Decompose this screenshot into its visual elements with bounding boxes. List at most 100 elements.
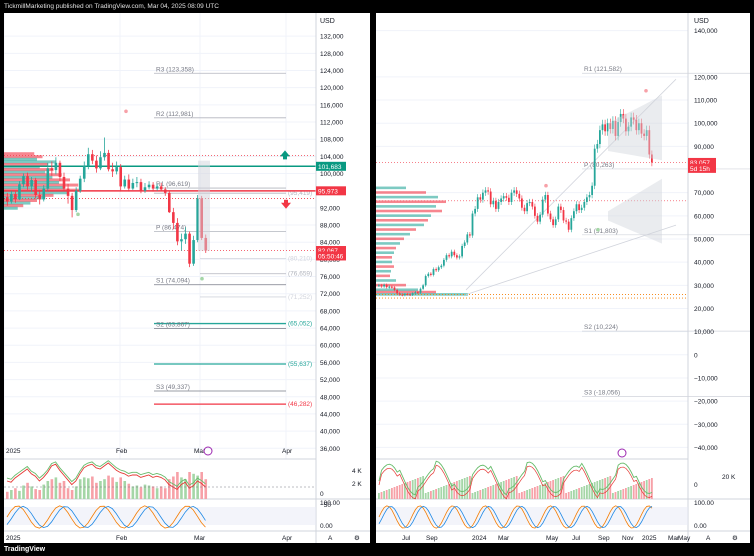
candle-body — [95, 160, 98, 169]
volume-bar — [404, 483, 406, 499]
candle-body — [583, 201, 586, 208]
price-label-box — [316, 161, 346, 171]
tradingview-footer-logo[interactable]: TradingView — [0, 544, 754, 556]
right-chart-svg[interactable]: R2 (149,942)R1 (121,582)P (80,263)S1 (51… — [376, 13, 750, 543]
candle-body — [18, 184, 21, 200]
x-tick-label-bottom: May — [546, 535, 559, 542]
session-break-icon — [203, 446, 213, 456]
session-break-icon — [617, 448, 627, 458]
volume-bar — [391, 488, 393, 499]
channel-upper-line — [465, 78, 677, 291]
candle-body — [630, 117, 632, 127]
volume-bar — [422, 476, 424, 499]
volume-bar — [401, 484, 404, 499]
volume-bar — [617, 491, 619, 499]
volume-profile-bar — [376, 209, 442, 213]
volume-bar — [591, 483, 593, 499]
candle-body — [614, 120, 617, 136]
y-tick-label: 128,000 — [320, 51, 344, 58]
pivot-label: R2 (112,981) — [156, 111, 193, 118]
y-tick-label: −10,000 — [694, 375, 718, 382]
volume-profile-bar — [376, 269, 391, 273]
volume-bar — [606, 477, 609, 499]
x-tick-label-bottom: Sep — [598, 535, 610, 542]
candle-body — [26, 176, 29, 187]
candle-body — [123, 179, 127, 187]
rsi-signal-line — [378, 464, 653, 500]
candle-body — [404, 294, 406, 296]
candle-body — [103, 152, 106, 158]
candle-body — [596, 144, 599, 149]
candle-body — [651, 154, 653, 163]
volume-profile-bar — [376, 195, 438, 199]
volume-profile-bar — [376, 265, 394, 268]
candle-body — [547, 195, 549, 214]
volume-bar — [95, 482, 98, 499]
y-tick-label: 72,000 — [320, 291, 340, 298]
volume-bar — [34, 489, 37, 499]
volume-bar — [22, 485, 25, 499]
candle-body — [66, 188, 70, 196]
candle-body — [448, 255, 450, 257]
pivot-label: (46,282) — [288, 401, 312, 408]
volume-bar — [463, 478, 466, 499]
y-tick-label: 60,000 — [320, 343, 340, 350]
candle-body — [99, 157, 102, 169]
volume-bar — [42, 484, 46, 499]
volume-bar — [466, 477, 469, 499]
volume-bar — [135, 485, 139, 499]
volume-bar — [107, 475, 110, 499]
candle-body — [528, 201, 531, 204]
volume-profile-bar — [4, 196, 46, 200]
volume-bar — [388, 489, 391, 499]
candle-body — [627, 126, 630, 132]
projection-band — [198, 160, 210, 251]
volume-bar — [184, 479, 187, 499]
volume-profile-bar — [376, 274, 390, 278]
volume-bar — [612, 493, 614, 499]
right-chart-panel[interactable]: R2 (149,942)R1 (121,582)P (80,263)S1 (51… — [376, 13, 750, 543]
candle-body — [622, 113, 625, 119]
x-tick-label: Apr — [282, 448, 293, 455]
volume-bar — [593, 482, 596, 499]
candle-body — [435, 269, 437, 271]
volume-bar — [638, 483, 640, 499]
volume-profile-bar — [376, 290, 436, 294]
volume-bar — [82, 477, 86, 499]
projection-band-lower — [608, 178, 662, 244]
y-tick-label: 112,000 — [320, 120, 343, 127]
candle-body — [62, 176, 66, 189]
volume-bar — [10, 490, 13, 499]
candle-body — [541, 199, 544, 215]
volume-profile-bar — [4, 193, 54, 197]
left-chart-panel[interactable]: R3 (123,358) R2 (112,981) R1 (96,619) (95,4… — [4, 13, 370, 543]
y-tick-label: 40,000 — [320, 429, 340, 436]
candle-body — [414, 292, 417, 294]
volume-bar — [398, 485, 401, 499]
volume-bar — [534, 487, 536, 499]
candle-body — [638, 123, 640, 131]
candle-body — [34, 179, 37, 195]
candle-body — [552, 219, 554, 226]
y-tick-label: 104,000 — [320, 154, 344, 161]
volume-bar — [630, 486, 632, 499]
volume-bar — [567, 492, 570, 499]
candle-body — [544, 195, 547, 200]
pivot-label: (80,210) — [288, 255, 312, 262]
volume-profile-bar — [376, 205, 436, 208]
volume-bar — [200, 472, 203, 499]
candle-body — [586, 197, 588, 202]
y-tick-label: 116,000 — [320, 102, 343, 109]
left-chart-svg[interactable]: R3 (123,358) R2 (112,981) R1 (96,619) (95,4… — [4, 13, 370, 543]
candle-body — [147, 184, 151, 188]
volume-profile-bar — [4, 206, 18, 210]
candle-body — [393, 287, 396, 290]
volume-bar — [495, 484, 497, 499]
y-tick-label: 124,000 — [320, 68, 344, 75]
volume-bar — [557, 478, 560, 499]
volume-bar — [168, 479, 171, 499]
pivot-label: (71,252) — [288, 294, 312, 301]
candle-body — [131, 182, 135, 189]
osc-label: 0.00 — [320, 523, 333, 530]
volume-bar — [458, 480, 461, 499]
